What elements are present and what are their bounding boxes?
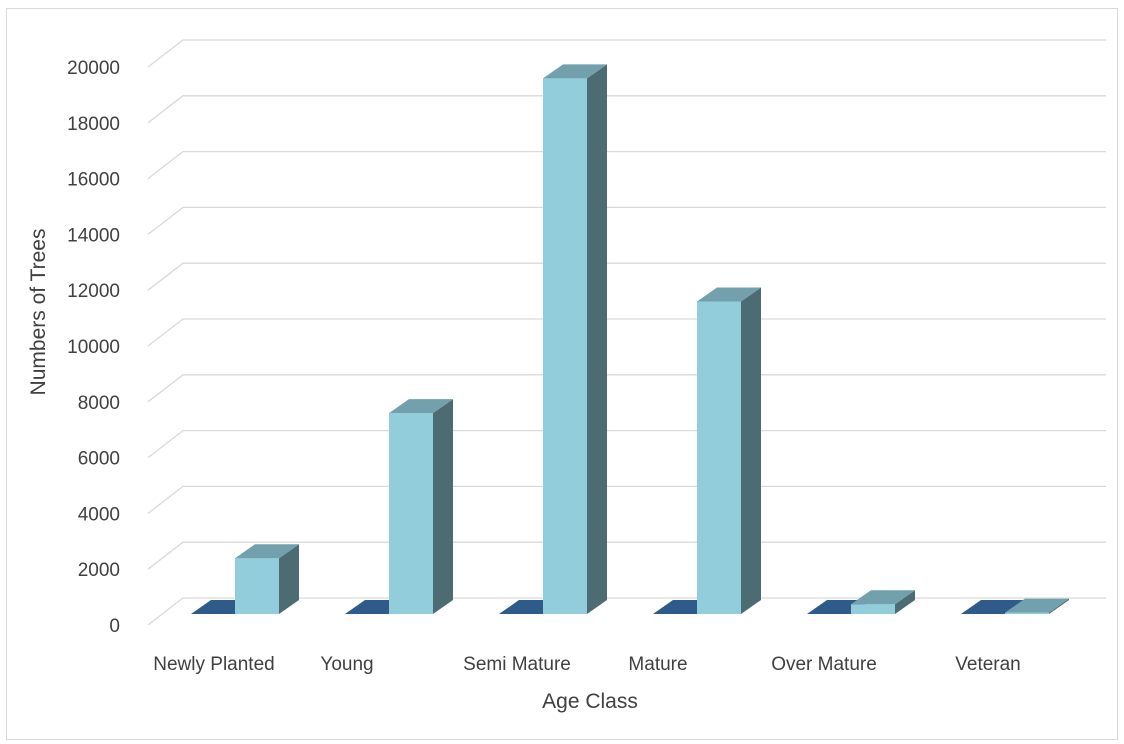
x-tick-label: Mature [628, 654, 687, 675]
y-tick-label: 12000 [67, 281, 120, 302]
gridlines [147, 39, 1106, 626]
x-axis-title: Age Class [542, 690, 638, 713]
bar-side [587, 64, 607, 614]
x-tick-label: Semi Mature [463, 654, 571, 675]
bar-side [433, 399, 453, 614]
bars [191, 64, 1069, 614]
y-tick-label: 20000 [67, 58, 120, 79]
bar [235, 544, 299, 614]
y-tick-label: 10000 [67, 337, 120, 358]
gridline [147, 206, 1106, 235]
y-tick-label: 2000 [78, 560, 120, 581]
bar-top [235, 544, 299, 559]
bar [697, 287, 761, 614]
bar-top [851, 590, 915, 605]
y-tick-label: 0 [109, 616, 120, 637]
gridline [147, 597, 1106, 626]
bar-front [543, 78, 587, 614]
gridline [147, 262, 1106, 291]
gridline [147, 39, 1106, 68]
bar-top [543, 64, 607, 79]
bar-top [697, 287, 761, 302]
gridline [147, 541, 1106, 570]
y-tick-label: 18000 [67, 114, 120, 135]
bar [1005, 598, 1069, 614]
gridline [147, 374, 1106, 403]
x-tick-label: Veteran [955, 654, 1021, 675]
gridline [147, 485, 1106, 514]
bar-side [741, 287, 761, 614]
bar-front [1005, 612, 1049, 614]
gridline [147, 95, 1106, 124]
x-tick-labels: Newly Planted Young Semi Mature Mature Over … [153, 654, 1020, 675]
bar-front [389, 413, 433, 614]
y-tick-label: 6000 [78, 449, 120, 470]
bar-side [1049, 598, 1069, 614]
bar-side [895, 590, 915, 614]
y-axis-title: Numbers of Trees [27, 229, 50, 396]
bar-side [279, 544, 299, 614]
bar [851, 590, 915, 614]
y-tick-labels: 0 2000 4000 6000 8000 10000 12000 14000 16000 180… [67, 58, 120, 637]
bar-front [235, 558, 279, 614]
bar [543, 64, 607, 614]
gridline [147, 318, 1106, 347]
bar-top [389, 399, 453, 414]
x-tick-label: Newly Planted [153, 654, 274, 675]
bar-top [1005, 598, 1069, 613]
gridline [147, 150, 1106, 180]
y-tick-label: 8000 [78, 393, 120, 414]
x-tick-label: Over Mature [771, 654, 877, 675]
y-tick-label: 14000 [67, 225, 120, 246]
bar-front [697, 301, 741, 614]
x-tick-label: Young [320, 654, 373, 675]
gridline [147, 429, 1106, 459]
bar [389, 399, 453, 614]
y-tick-label: 16000 [67, 170, 120, 191]
y-tick-label: 4000 [78, 504, 120, 525]
bar-front [851, 604, 895, 614]
